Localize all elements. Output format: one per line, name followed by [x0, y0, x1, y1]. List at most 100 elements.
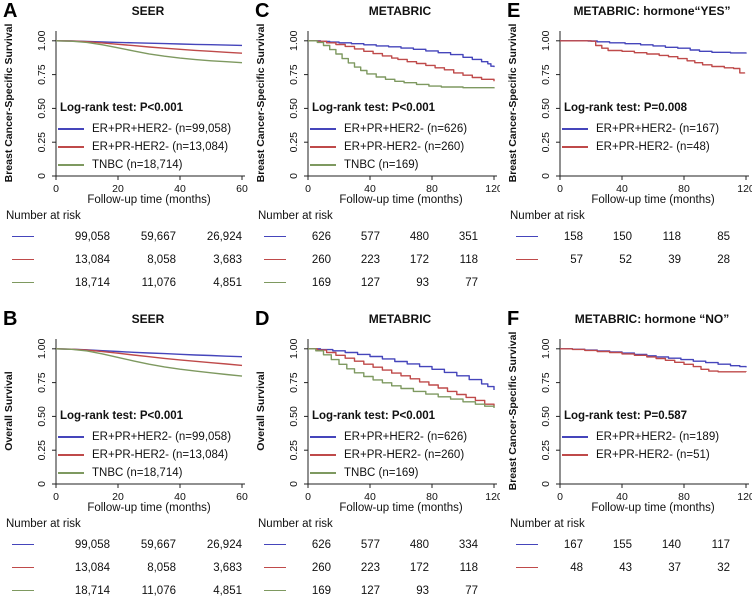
risk-table: Number at risk 167 155 140 117 48 43 37 32 — [504, 518, 752, 579]
risk-values: 99,058 59,667 26,924 — [44, 231, 242, 243]
y-tick-label: 0.50 — [288, 98, 300, 119]
x-axis-label: Follow-up time (months) — [339, 194, 463, 206]
risk-row-swatch — [516, 259, 538, 260]
x-tick-label: 120 — [485, 491, 500, 503]
panel-title: SEER — [131, 4, 165, 18]
risk-value: 77 — [465, 584, 478, 597]
legend-item: ER+PR-HER2- (n=13,084) — [58, 446, 231, 464]
legend-item: ER+PR-HER2- (n=51) — [562, 446, 719, 464]
x-tick-label: 60 — [236, 183, 248, 195]
legend-item: ER+PR-HER2- (n=260) — [310, 138, 467, 156]
panel-b: B SEER Overall Survival 0 20 40 60 0 0.25 0.50… — [0, 308, 248, 610]
risk-values: 13,084 8,058 3,683 — [44, 254, 242, 266]
legend: ER+PR+HER2- (n=626) ER+PR-HER2- (n=260) TN… — [310, 120, 467, 174]
risk-row-swatch — [264, 567, 286, 568]
risk-values: 260 223 172 118 — [282, 254, 478, 266]
y-tick-label: 0.25 — [540, 132, 552, 153]
panel-title: METABRIC — [368, 4, 432, 18]
x-tick-label: 80 — [426, 183, 438, 195]
legend: ER+PR+HER2- (n=189) ER+PR-HER2- (n=51) — [562, 428, 719, 464]
risk-row-swatch — [12, 236, 34, 237]
panel-letter: C — [255, 0, 270, 22]
risk-value: 28 — [717, 253, 730, 266]
risk-table-title: Number at risk — [258, 518, 333, 530]
y-tick-label: 0.75 — [36, 64, 48, 85]
risk-table: Number at risk 158 150 118 85 57 52 39 28 — [504, 210, 752, 271]
km-plot: 0 40 80 120 0 0.25 0.50 0.75 1.00 — [288, 338, 500, 503]
legend-label: ER+PR-HER2- (n=48) — [596, 141, 710, 153]
legend-line-swatch — [58, 454, 84, 456]
risk-value: 172 — [409, 253, 429, 266]
risk-value: 52 — [619, 253, 632, 266]
legend: ER+PR+HER2- (n=99,058) ER+PR-HER2- (n=13,… — [58, 428, 231, 482]
x-tick-label: 0 — [53, 491, 59, 503]
legend-line-swatch — [562, 436, 588, 438]
risk-value: 77 — [465, 276, 478, 289]
risk-row: 260 223 172 118 — [252, 556, 500, 579]
risk-values: 158 150 118 85 — [534, 231, 730, 243]
y-tick-label: 0.25 — [288, 132, 300, 153]
risk-row: 99,058 59,667 26,924 — [0, 225, 248, 248]
legend-label: ER+PR+HER2- (n=99,058) — [92, 431, 232, 443]
risk-values: 13,084 8,058 3,683 — [44, 562, 242, 574]
km-curve — [308, 348, 495, 390]
km-curve — [308, 348, 495, 408]
x-tick-label: 40 — [174, 183, 186, 195]
y-tick-label: 0.25 — [36, 440, 48, 461]
x-tick-label: 0 — [305, 491, 311, 503]
legend-line-swatch — [562, 454, 588, 456]
x-tick-label: 40 — [616, 183, 628, 195]
km-curve — [560, 40, 746, 74]
risk-rows: 626 577 480 351 260 223 172 118 169 127 93 77 — [252, 225, 500, 294]
x-tick-label: 60 — [236, 491, 248, 503]
km-plot: 0 40 80 120 0 0.25 0.50 0.75 1.00 — [288, 30, 500, 195]
risk-value: 18,714 — [74, 276, 110, 289]
legend-label: ER+PR+HER2- (n=99,058) — [92, 123, 232, 135]
km-plot: 0 20 40 60 0 0.25 0.50 0.75 1.00 — [36, 30, 248, 195]
risk-value: 26,924 — [206, 230, 242, 243]
risk-value: 39 — [668, 253, 681, 266]
y-tick-label: 0.50 — [540, 98, 552, 119]
y-axis-label: Breast Cancer-Specific Survival — [507, 23, 519, 183]
km-curve — [560, 348, 747, 368]
x-tick-label: 0 — [53, 183, 59, 195]
x-tick-label: 20 — [112, 491, 124, 503]
x-tick-label: 0 — [557, 183, 563, 195]
legend-label: TNBC (n=18,714) — [92, 467, 183, 479]
x-axis-label: Follow-up time (months) — [591, 194, 715, 206]
risk-value: 140 — [661, 538, 681, 551]
legend-line-swatch — [562, 128, 588, 130]
risk-row-swatch — [516, 236, 538, 237]
legend-line-swatch — [310, 164, 336, 166]
risk-row-swatch — [264, 544, 286, 545]
risk-value: 59,667 — [140, 230, 176, 243]
risk-value: 4,851 — [213, 584, 242, 597]
km-plot: 0 40 80 120 0 0.25 0.50 0.75 1.00 — [540, 30, 752, 195]
risk-values: 57 52 39 28 — [534, 254, 730, 266]
y-tick-label: 0.25 — [36, 132, 48, 153]
legend: ER+PR+HER2- (n=99,058) ER+PR-HER2- (n=13,… — [58, 120, 231, 174]
risk-row-swatch — [516, 544, 538, 545]
y-axis-label: Overall Survival — [3, 371, 15, 451]
risk-table: Number at risk 99,058 59,667 26,924 13,084 8… — [0, 210, 248, 294]
logrank-pvalue: Log-rank test: P<0.001 — [312, 410, 436, 422]
x-tick-label: 80 — [678, 183, 690, 195]
risk-value: 3,683 — [213, 253, 242, 266]
risk-values: 18,714 11,076 4,851 — [44, 277, 242, 289]
legend-item: ER+PR-HER2- (n=260) — [310, 446, 467, 464]
risk-row: 626 577 480 351 — [252, 225, 500, 248]
legend-line-swatch — [58, 146, 84, 148]
y-axis-label: Overall Survival — [255, 371, 267, 451]
panel-letter: F — [507, 308, 520, 330]
risk-value: 18,714 — [74, 584, 110, 597]
risk-values: 167 155 140 117 — [534, 539, 730, 551]
y-axis-label: Breast Cancer-Specific Survival — [255, 23, 267, 183]
x-tick-label: 40 — [174, 491, 186, 503]
km-curve — [55, 348, 243, 367]
risk-value: 85 — [717, 230, 730, 243]
y-tick-label: 0.50 — [540, 406, 552, 427]
risk-row: 13,084 8,058 3,683 — [0, 556, 248, 579]
y-tick-label: 0.75 — [288, 64, 300, 85]
y-axis-label: Breast Cancer-Specific Survival — [507, 331, 519, 491]
legend-item: ER+PR+HER2- (n=626) — [310, 120, 467, 138]
